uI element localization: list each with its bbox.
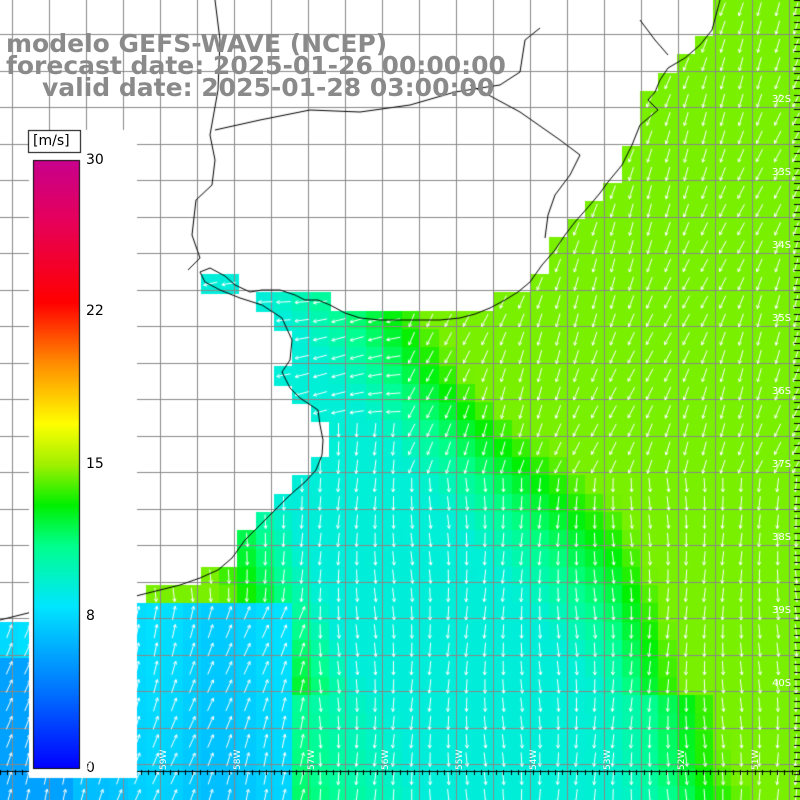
lat-label-36s: 36S [772, 386, 792, 397]
model-title: modelo GEFS-WAVE (NCEP) [6, 29, 388, 58]
colorbar-tick-0: 0 [86, 760, 95, 776]
lon-label-58w: 58W [233, 749, 243, 770]
lon-label-55w: 55W [455, 749, 465, 770]
lat-label-37s: 37S [772, 459, 792, 470]
lon-label-56w: 56W [381, 749, 391, 770]
lat-label-32s: 32S [772, 94, 792, 105]
valid-date: valid date: 2025-01-28 03:00:00 [42, 73, 495, 102]
colorbar-tick-15: 15 [86, 456, 104, 472]
lon-label-51w: 51W [751, 749, 761, 770]
colorbar-tick-8: 8 [86, 608, 95, 624]
lon-label-52w: 52W [677, 749, 687, 770]
lon-label-59w: 59W [159, 749, 169, 770]
lat-label-38s: 38S [772, 532, 792, 543]
colorbar-tick-22: 22 [86, 303, 104, 319]
lon-label-54w: 54W [529, 749, 539, 770]
forecast-date: forecast date: 2025-01-26 00:00:00 [6, 51, 506, 80]
colorbar-unit: [m/s] [33, 133, 70, 149]
lat-label-35s: 35S [772, 313, 792, 324]
lon-label-60w: 60W [85, 749, 95, 770]
lat-label-39s: 39S [772, 605, 792, 616]
lon-label-57w: 57W [307, 749, 317, 770]
lon-label-53w: 53W [603, 749, 613, 770]
lat-label-33s: 33S [772, 167, 792, 178]
lat-label-34s: 34S [772, 240, 792, 251]
colorbar-tick-30: 30 [86, 152, 104, 168]
lat-label-40s: 40S [772, 678, 792, 689]
